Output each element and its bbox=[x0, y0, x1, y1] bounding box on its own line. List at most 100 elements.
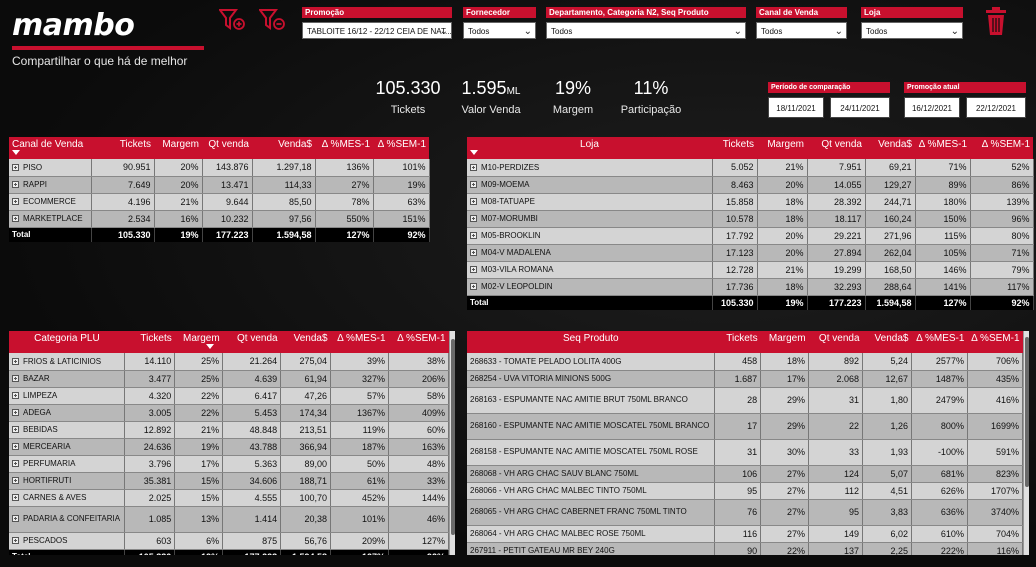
filter-plus-icon[interactable] bbox=[219, 8, 245, 32]
produto-scroll-thumb[interactable] bbox=[1025, 337, 1029, 487]
column-header[interactable]: Δ %MES-1 bbox=[330, 331, 389, 353]
expand-icon[interactable] bbox=[12, 215, 19, 222]
table-row[interactable]: M07-MORUMBI 10.578 18% 18.117 160,24 150% 96% bbox=[467, 210, 1034, 228]
table-row[interactable]: M02-V LEOPOLDIN 17.736 18% 32.293 288,64 141%… bbox=[467, 278, 1034, 296]
table-row[interactable]: FRIOS & LATICINIOS 14.110 25% 21.264 275,04 3… bbox=[9, 353, 449, 371]
column-header[interactable]: Tickets bbox=[124, 331, 175, 353]
expand-icon[interactable] bbox=[470, 198, 477, 205]
table-row[interactable]: 267911 - PETIT GATEAU MR BEY 240G 90 22% 13… bbox=[467, 542, 1023, 555]
table-row[interactable]: BAZAR 3.477 25% 4.639 61,94 327% 206% bbox=[9, 370, 449, 388]
expand-icon[interactable] bbox=[470, 249, 477, 256]
table-row[interactable]: MARKETPLACE 2.534 16% 10.232 97,56 550% 151% bbox=[9, 210, 430, 228]
table-row[interactable]: 268065 - VH ARG CHAC CABERNET FRANC 750M… bbox=[467, 499, 1023, 526]
column-header[interactable]: Venda$ bbox=[252, 137, 315, 159]
column-header[interactable]: Qt venda bbox=[202, 137, 252, 159]
fornecedor-dropdown[interactable]: Todos ⌄ bbox=[463, 22, 536, 39]
column-header[interactable]: Canal de Venda bbox=[9, 137, 91, 159]
column-header[interactable]: Venda$ bbox=[280, 331, 331, 353]
table-row[interactable]: M10-PERDIZES 5.052 21% 7.951 69,21 71% 52% bbox=[467, 159, 1034, 177]
column-header[interactable]: Loja bbox=[467, 137, 712, 159]
table-row[interactable]: PESCADOS 603 6% 875 56,76 209% 127% bbox=[9, 532, 449, 550]
expand-icon[interactable] bbox=[12, 181, 19, 188]
column-header[interactable]: Venda$ bbox=[865, 137, 915, 159]
comparacao-start-date[interactable]: 18/11/2021 bbox=[768, 97, 824, 118]
table-row[interactable]: 268633 - TOMATE PELADO LOLITA 400G 458 18%… bbox=[467, 353, 1023, 371]
table-row[interactable]: 268068 - VH ARG CHAC SAUV BLANC 750ML 106… bbox=[467, 465, 1023, 483]
column-header[interactable]: Δ %MES-1 bbox=[911, 331, 968, 353]
column-header[interactable]: Δ %SEM-1 bbox=[967, 331, 1023, 353]
expand-icon[interactable] bbox=[12, 443, 19, 450]
table-row[interactable]: LIMPEZA 4.320 22% 6.417 47,26 57% 58% bbox=[9, 387, 449, 405]
column-header[interactable]: Qt venda bbox=[808, 331, 863, 353]
table-row[interactable]: PERFUMARIA 3.796 17% 5.363 89,00 50% 48% bbox=[9, 455, 449, 473]
table-row[interactable]: 268163 - ESPUMANTE NAC AMITIE BRUT 750ML… bbox=[467, 387, 1023, 414]
column-header[interactable]: Tickets bbox=[91, 137, 154, 159]
expand-icon[interactable] bbox=[470, 266, 477, 273]
expand-icon[interactable] bbox=[470, 232, 477, 239]
column-header[interactable]: Venda$ bbox=[862, 331, 912, 353]
expand-icon[interactable] bbox=[12, 198, 19, 205]
table-row[interactable]: PADARIA & CONFEITARIA 1.085 13% 1.414 20,38 1… bbox=[9, 506, 449, 533]
column-header[interactable]: Qt venda bbox=[222, 331, 281, 353]
table-row[interactable]: M05-BROOKLIN 17.792 20% 29.221 271,96 115% 80% bbox=[467, 227, 1034, 245]
column-header[interactable]: Tickets bbox=[712, 137, 757, 159]
expand-icon[interactable] bbox=[470, 181, 477, 188]
expand-icon[interactable] bbox=[12, 357, 19, 365]
loja-dropdown[interactable]: Todos ⌄ bbox=[861, 22, 963, 39]
canal-dropdown[interactable]: Todos ⌄ bbox=[756, 22, 847, 39]
table-row[interactable]: ECOMMERCE 4.196 21% 9.644 85,50 78% 63% bbox=[9, 193, 430, 211]
table-row[interactable]: BEBIDAS 12.892 21% 48.848 213,51 119% 60% bbox=[9, 421, 449, 439]
promocao-dropdown[interactable]: TABLOITE 16/12 - 22/12 CEIA DE NAT... ⌄ bbox=[302, 22, 452, 39]
expand-icon[interactable] bbox=[12, 515, 19, 522]
table-row[interactable]: M08-TATUAPE 15.858 18% 28.392 244,71 180% 139% bbox=[467, 193, 1034, 211]
filter-minus-icon[interactable] bbox=[259, 8, 285, 32]
column-header[interactable]: Margem bbox=[154, 137, 202, 159]
column-header[interactable]: Margem bbox=[757, 137, 807, 159]
table-row[interactable]: RAPPI 7.649 20% 13.471 114,33 27% 19% bbox=[9, 176, 430, 194]
expand-icon[interactable] bbox=[470, 215, 477, 222]
table-row[interactable]: M04-V MADALENA 17.123 20% 27.894 262,04 105% 7… bbox=[467, 244, 1034, 262]
column-header[interactable]: Qt venda bbox=[807, 137, 865, 159]
column-header[interactable]: Margem bbox=[174, 331, 223, 353]
table-row[interactable]: 268158 - ESPUMANTE NAC AMITIE MOSCATEL 7… bbox=[467, 439, 1023, 466]
table-row[interactable]: 268066 - VH ARG CHAC MALBEC TINTO 750ML 9… bbox=[467, 482, 1023, 500]
table-row[interactable]: CARNES & AVES 2.025 15% 4.555 100,70 452% 144% bbox=[9, 489, 449, 507]
atual-end-date[interactable]: 22/12/2021 bbox=[966, 97, 1026, 118]
expand-icon[interactable] bbox=[12, 163, 19, 171]
comparacao-end-date[interactable]: 24/11/2021 bbox=[830, 97, 890, 118]
column-header[interactable]: Δ %SEM-1 bbox=[373, 137, 429, 159]
table-row[interactable]: PISO 90.951 20% 143.876 1.297,18 136% 101% bbox=[9, 159, 430, 177]
expand-icon[interactable] bbox=[12, 409, 19, 416]
table-row[interactable]: MERCEARIA 24.636 19% 43.788 366,94 187% 163% bbox=[9, 438, 449, 456]
column-header[interactable]: Margem bbox=[760, 331, 809, 353]
column-header[interactable]: Δ %MES-1 bbox=[915, 137, 970, 159]
column-header[interactable]: Δ %MES-1 bbox=[315, 137, 373, 159]
column-header[interactable]: Δ %SEM-1 bbox=[970, 137, 1033, 159]
table-row[interactable]: 268064 - VH ARG CHAC MALBEC ROSE 750ML 11… bbox=[467, 525, 1023, 543]
expand-icon[interactable] bbox=[12, 392, 19, 399]
table-row[interactable]: 268254 - UVA VITORIA MINIONS 500G 1.687 17… bbox=[467, 370, 1023, 388]
column-header[interactable]: Categoria PLU bbox=[9, 331, 125, 353]
categoria-scroll-thumb[interactable] bbox=[451, 339, 455, 535]
expand-icon[interactable] bbox=[12, 537, 19, 544]
table-row[interactable]: M09-MOEMA 8.463 20% 14.055 129,27 89% 86% bbox=[467, 176, 1034, 194]
trash-icon[interactable] bbox=[983, 6, 1009, 36]
departamento-dropdown[interactable]: Todos ⌄ bbox=[546, 22, 746, 39]
expand-icon[interactable] bbox=[470, 283, 477, 290]
table-row[interactable]: M03-VILA ROMANA 12.728 21% 19.299 168,50 146%… bbox=[467, 261, 1034, 279]
expand-icon[interactable] bbox=[12, 477, 19, 484]
expand-icon[interactable] bbox=[12, 460, 19, 467]
expand-icon[interactable] bbox=[470, 163, 477, 171]
table-row[interactable]: 268160 - ESPUMANTE NAC AMITIE MOSCATEL 7… bbox=[467, 413, 1023, 440]
expand-icon[interactable] bbox=[12, 494, 19, 501]
column-header[interactable]: Δ %SEM-1 bbox=[388, 331, 449, 353]
expand-icon[interactable] bbox=[12, 375, 19, 382]
table-row[interactable]: ADEGA 3.005 22% 5.453 174,34 1367% 409% bbox=[9, 404, 449, 422]
expand-icon[interactable] bbox=[12, 426, 19, 433]
table-row[interactable]: HORTIFRUTI 35.381 15% 34.606 188,71 61% 33% bbox=[9, 472, 449, 490]
atual-start-date[interactable]: 16/12/2021 bbox=[904, 97, 960, 118]
column-header[interactable]: Tickets bbox=[714, 331, 761, 353]
produto-scrollbar[interactable] bbox=[1023, 331, 1029, 555]
column-header[interactable]: Seq Produto bbox=[467, 331, 715, 353]
categoria-scrollbar[interactable] bbox=[449, 331, 455, 555]
